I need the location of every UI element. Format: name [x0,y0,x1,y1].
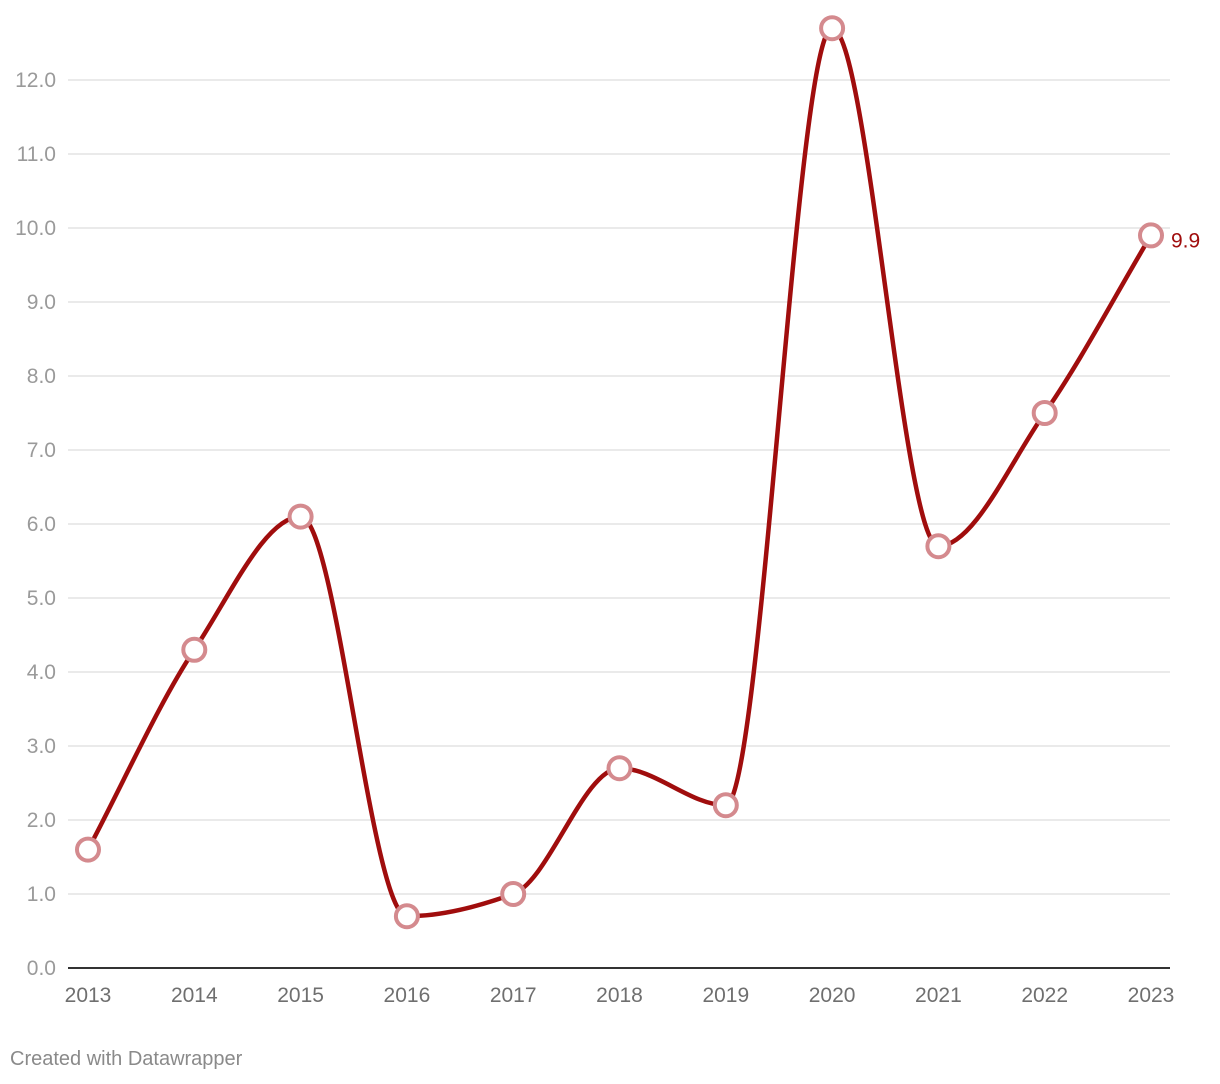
y-tick-label: 0.0 [27,957,56,980]
x-tick-label: 2018 [596,984,643,1007]
y-tick-label: 1.0 [27,883,56,906]
x-tick-label: 2013 [65,984,112,1007]
data-point [925,533,952,560]
x-tick-label: 2016 [384,984,431,1007]
x-tick-label: 2014 [171,984,218,1007]
y-tick-label: 7.0 [27,439,56,462]
y-tick-label: 8.0 [27,365,56,388]
data-point [181,636,208,663]
y-tick-label: 4.0 [27,661,56,684]
data-point [500,881,527,907]
x-tick-label: 2023 [1128,984,1175,1007]
end-value-label: 9.9 [1171,229,1200,252]
y-tick-label: 12.0 [15,69,56,92]
series-line [85,25,1154,919]
x-tick-label: 2021 [915,984,962,1007]
x-axis-ticks: 2013 2014 2015 2016 2017 2018 2019 2020 2021 2022… [65,984,1175,1007]
y-tick-label: 10.0 [15,217,56,240]
data-point [287,503,314,530]
y-tick-label: 2.0 [27,809,56,832]
y-tick-label: 9.0 [27,291,56,314]
credit-text: Created with Datawrapper [10,1048,243,1070]
series-lines [85,25,1154,919]
y-tick-label: 11.0 [17,143,56,166]
data-point [1138,222,1164,249]
data-point [1031,400,1058,426]
data-point [819,15,846,42]
data-point [712,792,739,819]
y-tick-label: 5.0 [27,587,56,610]
x-tick-label: 2020 [809,984,856,1007]
x-tick-label: 2019 [702,984,749,1007]
data-point [75,836,101,863]
y-tick-label: 3.0 [27,735,56,758]
gridlines [68,79,1170,969]
data-point [606,755,633,782]
series-markers [75,15,1164,930]
data-point [393,903,420,930]
data-labels: 9.9 [1171,229,1200,252]
x-tick-label: 2015 [277,984,324,1007]
y-tick-label: 6.0 [27,513,56,536]
x-tick-label: 2017 [490,984,537,1007]
y-axis-ticks: 0.0 1.0 2.0 3.0 4.0 5.0 6.0 7.0 8.0 9.0 10.0 11.0 12… [15,69,56,980]
x-tick-label: 2022 [1021,984,1068,1007]
